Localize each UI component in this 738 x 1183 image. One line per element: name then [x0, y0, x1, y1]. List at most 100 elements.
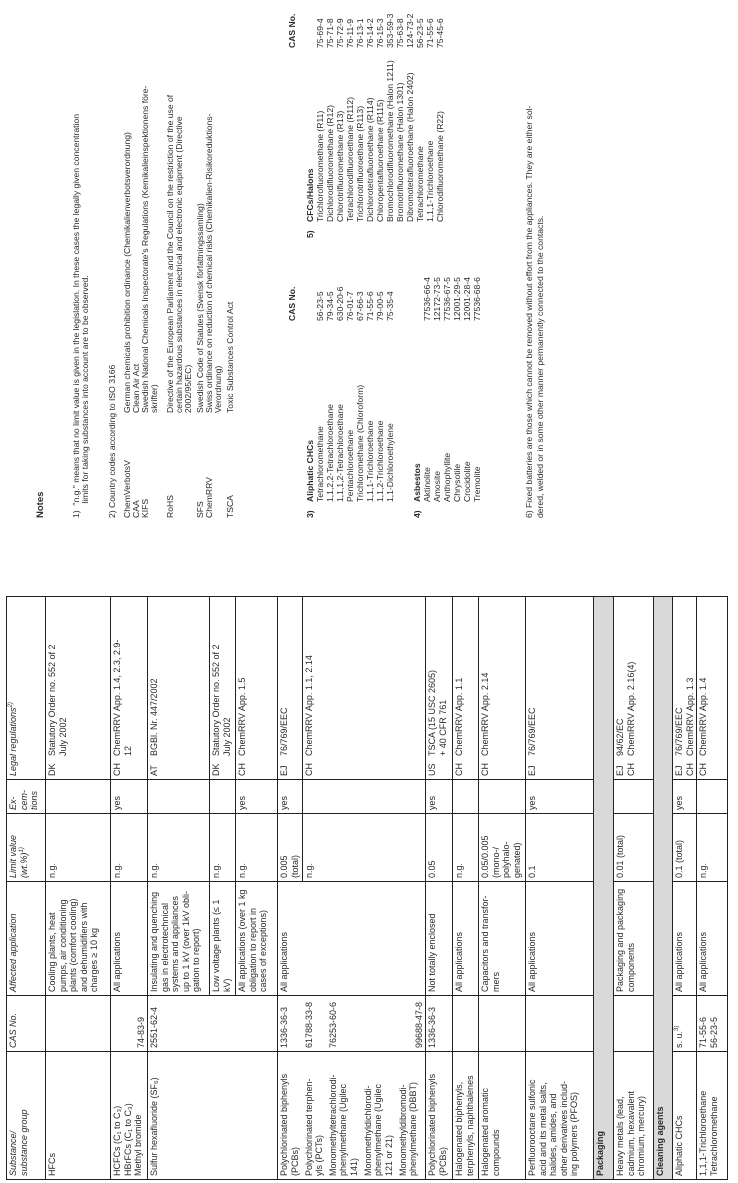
exemptions-cell — [452, 779, 479, 814]
note-number: 3) — [305, 510, 315, 518]
country-code: EJ — [674, 765, 684, 776]
legal-entry: CH ChemRRV App. 2.16(4) — [626, 600, 637, 776]
limit-cell: 0.05 — [425, 813, 453, 882]
legal-cell: CH ChemRRV App. 1.4 — [696, 596, 728, 780]
cas-cell — [613, 995, 654, 1052]
exemptions-cell: yes — [525, 779, 594, 814]
code-description: Swiss ordinance on reduction of chemical… — [204, 113, 223, 413]
substance-name: Amosite — [432, 470, 442, 502]
cas-number: 353-59-3 — [385, 13, 395, 48]
limit-cell: n.g. — [696, 813, 728, 882]
legal-cell: EJ 94/62/EC CH ChemRRV App. 2.16(4) — [613, 596, 654, 780]
country-code: EJ — [527, 765, 537, 776]
table-row: 1,1,1-Trichloroethane Tetrachloromethane… — [696, 596, 728, 1180]
exemptions-cell: yes — [425, 779, 453, 814]
cas-number: 75-63-8 — [395, 18, 405, 48]
exemptions-cell: yes — [672, 779, 697, 814]
cas-cell: 1336-36-3 — [277, 995, 303, 1052]
legal-entry: US TSCA (15 USC 2605) + 40 CFR 761 — [427, 600, 448, 776]
affected-cell: Low voltage plants (≤ 1 kV) — [209, 881, 236, 996]
table-row: Heavy metals (lead, cadmium, hexavalent … — [613, 596, 654, 1180]
legal-entry: CH ChemRRV App. 1.1 — [454, 600, 465, 776]
cas-cell — [361, 995, 397, 1052]
note-6: 6) Fixed batteries are those which canno… — [524, 105, 545, 518]
list-item: Chlorotrifluoromethane (R13) 75-72-9 — [335, 14, 345, 238]
substance-name: 1,1,2-Trichloroethane — [375, 420, 385, 502]
legal-cell: CH ChemRRV App. 1.1, 2.14 — [302, 596, 426, 780]
table-header-row: Substance/ substance group CAS No. Affec… — [6, 596, 46, 1180]
header-limit-label: Limit value (wt.%) — [8, 834, 29, 878]
cas-number: 79-34-5 — [325, 291, 335, 321]
note-4-list: 4) Asbestos Aktinolite 77536-66-4 Amosite 1… — [412, 277, 482, 518]
regulation-text: ChemRRV App. 1.4, 2.3, 2.9- 12 — [112, 639, 133, 756]
substance-name: Chlorotrifluoromethane (R13) — [335, 110, 345, 222]
substance-name: Pentachloroethane — [345, 429, 355, 502]
substance-name: Trichlorofluoromethane (R11) — [315, 110, 325, 222]
legal-cell: EJ 76/769/EEC — [525, 596, 594, 780]
list-item: Aktinolite 77536-66-4 — [422, 277, 432, 518]
cas-number: 67-66-3 — [355, 291, 365, 321]
footnote-ref: 1) — [18, 847, 25, 853]
country-code: CH — [480, 763, 490, 776]
affected-cell: All applications — [277, 881, 426, 996]
exemptions-cell: yes — [110, 779, 148, 814]
list-item: Tremolite 77536-68-6 — [472, 277, 482, 518]
substance-cell: Polychlorinated biphenyls (PCBs) — [425, 1051, 453, 1180]
cas-number: 71-55-6 — [425, 18, 435, 48]
cas-cell — [478, 995, 526, 1052]
substance-name: Bromotrifluoromethane (Halon 1301) — [395, 82, 405, 222]
country-code: EJ — [615, 765, 625, 776]
code-abbr: KIFS — [140, 498, 150, 518]
cas-cell — [525, 995, 594, 1052]
header-exemptions: Ex- cem- tions — [6, 779, 46, 814]
list-item: 1,1,1,2-Tetrachloroethane 630-20-6 — [335, 287, 345, 518]
cas-cell: 1336-36-3 — [425, 995, 453, 1052]
substance-name: Dichlorodifluoromethane (R12) — [325, 104, 335, 222]
table-row: Polychlorinated biphenyls (PCBs) 1336-36… — [277, 596, 426, 1180]
cas-number: 76-11-9 — [345, 19, 355, 48]
exemptions-cell: yes — [277, 779, 303, 814]
country-code: AT — [149, 765, 159, 776]
cas-number: 79-00-5 — [375, 291, 385, 321]
cas-cell: 71-55-6 56-23-5 — [696, 995, 728, 1052]
legal-entry: DK Statutory Order no. 552 of 2 July 2002 — [47, 600, 68, 776]
legal-cell: CH ChemRRV App. 2.14 — [478, 596, 526, 780]
cas-number: 75-35-4 — [385, 291, 395, 321]
substance-name: 1,1,1-Trichloroethane — [365, 420, 375, 502]
list-heading: 3) Aliphatic CHCs — [305, 287, 315, 518]
list-item: Tetrachloromethane 56-23-5 — [315, 287, 325, 518]
exemptions-cell — [613, 779, 654, 814]
note-number: 4) — [412, 510, 422, 518]
affected-cell: All applications — [452, 881, 479, 996]
legal-entry: EJ 76/769/EEC — [674, 600, 685, 776]
table-row: HFCs Cooling plants, heat pumps, air con… — [45, 596, 111, 1180]
country-code: CH — [112, 763, 122, 776]
substance-cell: Perfluorooctane sulfonic acid and its me… — [525, 1051, 594, 1180]
list-heading: 4) Asbestos — [412, 277, 422, 518]
list-item: Amosite 12172-73-5 — [432, 277, 442, 518]
footnote-ref: 3) — [674, 1025, 680, 1031]
country-code: CH — [698, 763, 708, 776]
list-item: Bromotrifluoromethane (Halon 1301) 75-63-… — [395, 14, 405, 238]
substance-name: Bromochlorodifluoromethane (Halon 1211) — [385, 60, 395, 222]
list-title: CFCs/Halons — [305, 168, 315, 222]
legal-cell: CH ChemRRV App. 1.5 — [235, 596, 278, 780]
substance-cell: Sulfur hexafluoride (SF₆) — [147, 1051, 278, 1180]
country-code: CH — [625, 763, 636, 776]
cas-number: 76-13-1 — [355, 18, 365, 48]
limit-cell: n.g. — [302, 813, 426, 882]
substance-name: Trichlorotrifluoroethane (R113) — [355, 105, 365, 222]
affected-cell: All applications — [672, 881, 697, 996]
affected-cell: Capacitors and transfor- mers — [478, 881, 526, 996]
section-row-packaging: Packaging — [593, 596, 614, 1180]
list-item: Pentachloroethane 76-01-7 — [345, 287, 355, 518]
cas-cell: 61788-33-8 — [302, 995, 327, 1052]
legal-cell: EJ 76/769/EEC CH ChemRRV App. 1.3 — [672, 596, 697, 780]
legal-cell: AT BGBl. Nr. 447/2002 — [147, 596, 210, 780]
cas-header: CAS No. — [287, 13, 297, 48]
legal-entry: CH ChemRRV App. 1.3 — [685, 600, 696, 776]
exemptions-cell — [209, 779, 236, 814]
code-abbr: TSCA — [225, 495, 235, 518]
section-title: Packaging — [593, 596, 614, 1180]
substance-name: Tetrachlorodifluoroethane (R112) — [345, 97, 355, 222]
